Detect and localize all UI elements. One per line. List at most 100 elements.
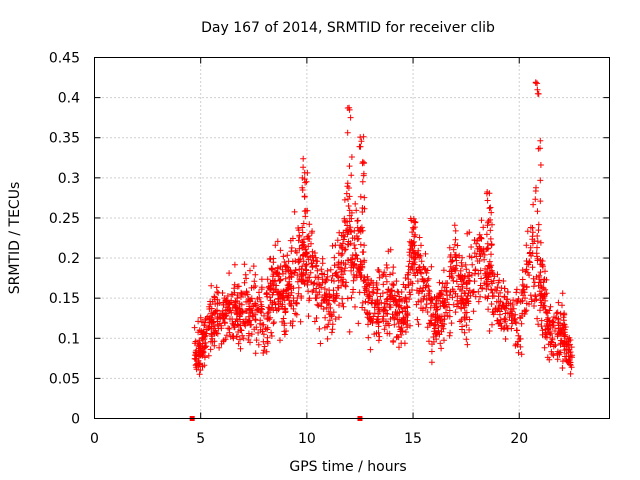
data-point	[541, 303, 548, 309]
data-point	[261, 347, 267, 354]
data-point	[399, 328, 406, 334]
data-point	[375, 337, 382, 344]
data-point	[296, 232, 303, 239]
data-point	[216, 344, 223, 351]
data-point	[526, 250, 533, 257]
data-point	[532, 196, 539, 203]
data-point	[567, 361, 573, 368]
data-point	[531, 279, 538, 286]
data-point	[312, 254, 319, 261]
data-point	[239, 309, 245, 316]
data-point	[264, 338, 271, 345]
data-point	[345, 203, 352, 209]
data-point	[346, 163, 353, 170]
data-point	[484, 197, 491, 204]
data-point	[398, 317, 405, 324]
data-point	[449, 258, 456, 265]
data-point	[256, 289, 262, 296]
data-point	[350, 277, 357, 284]
data-point	[348, 294, 355, 301]
x-tick-label: 20	[510, 431, 528, 447]
data-point	[469, 261, 476, 268]
data-point	[477, 293, 484, 300]
data-point	[414, 278, 421, 285]
data-point	[292, 310, 299, 317]
data-point	[207, 298, 214, 305]
data-point	[267, 297, 274, 304]
data-point	[219, 307, 226, 314]
data-point	[519, 276, 526, 283]
data-point	[523, 284, 530, 291]
data-point	[287, 301, 294, 307]
data-point	[530, 275, 537, 282]
data-point	[488, 301, 495, 307]
data-point	[332, 316, 339, 322]
x-tick-label: 0	[90, 431, 99, 447]
data-point	[471, 237, 478, 243]
data-point	[361, 259, 368, 266]
data-point	[292, 247, 299, 254]
data-point	[473, 240, 480, 247]
data-point	[362, 298, 369, 305]
data-point	[380, 306, 387, 313]
data-point	[246, 318, 253, 325]
data-point	[305, 313, 312, 320]
data-point	[401, 340, 408, 347]
data-point	[386, 304, 393, 311]
data-point	[497, 289, 504, 296]
data-point	[351, 235, 358, 242]
data-point	[324, 267, 331, 274]
data-point	[454, 303, 460, 310]
data-point	[458, 259, 465, 266]
data-point	[459, 323, 466, 330]
data-point	[299, 229, 306, 236]
data-point	[440, 267, 447, 274]
data-point	[341, 217, 348, 224]
data-point	[212, 308, 219, 315]
data-point	[267, 294, 273, 301]
data-point	[191, 324, 198, 331]
data-point	[355, 268, 362, 275]
data-point	[343, 190, 350, 197]
data-point	[380, 271, 387, 278]
data-point	[406, 258, 413, 265]
data-point	[298, 295, 305, 301]
data-point	[463, 322, 470, 329]
data-point	[283, 263, 290, 270]
data-point	[490, 292, 497, 299]
data-point	[561, 311, 568, 318]
data-point	[402, 294, 409, 301]
data-point	[409, 229, 416, 236]
grid-layer	[94, 57, 610, 419]
data-point	[531, 303, 537, 309]
data-point	[483, 278, 490, 285]
data-point	[405, 269, 412, 276]
data-point	[466, 326, 473, 333]
data-point	[539, 327, 546, 334]
data-point	[295, 227, 302, 234]
data-point	[479, 285, 486, 292]
data-point	[251, 326, 258, 333]
data-point	[427, 317, 434, 324]
data-point	[390, 264, 397, 271]
data-point	[346, 193, 353, 200]
data-point	[522, 268, 529, 275]
data-point	[357, 274, 364, 280]
data-point	[216, 314, 222, 320]
data-point	[369, 300, 375, 307]
data-point	[462, 273, 469, 280]
data-point	[381, 306, 388, 313]
data-point	[436, 290, 443, 297]
data-point	[257, 326, 264, 333]
data-point	[461, 329, 468, 336]
data-point	[547, 303, 554, 310]
data-point	[350, 271, 357, 278]
data-point	[260, 331, 267, 338]
data-point	[415, 321, 422, 328]
data-point	[238, 301, 245, 308]
data-point	[459, 263, 465, 270]
data-point	[516, 336, 523, 342]
data-point	[542, 297, 549, 304]
data-point	[557, 310, 564, 317]
data-point	[220, 315, 227, 322]
